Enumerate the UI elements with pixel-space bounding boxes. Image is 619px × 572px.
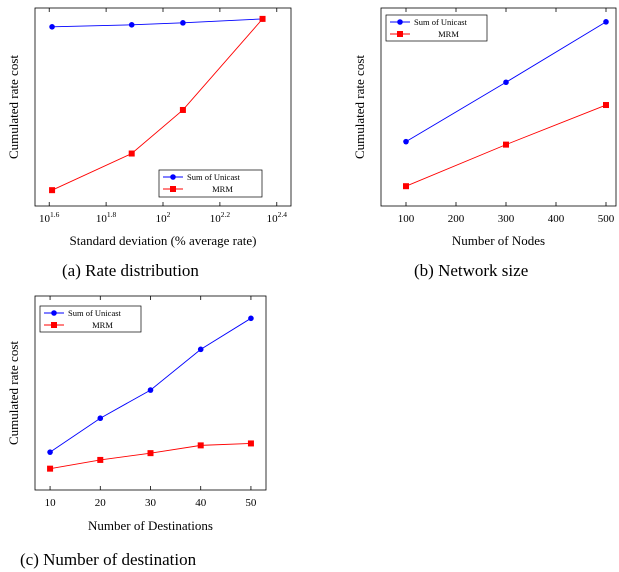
- x-tick-exponent: 1.8: [107, 210, 117, 219]
- data-point: [180, 20, 186, 26]
- plot-frame: [380, 7, 617, 207]
- x-tick-base: 10: [267, 213, 279, 225]
- data-point: [248, 315, 254, 322]
- data-point: [503, 79, 509, 86]
- data-point: [603, 102, 609, 109]
- legend-label: Sum of Unicast: [68, 308, 122, 318]
- x-tick-base: 10: [39, 213, 51, 225]
- x-tick-label: 400: [548, 213, 565, 225]
- data-point: [259, 15, 266, 22]
- chart-svg-number-of-destination: 10 20 30 40 50 Number of Destinations Cumulate…: [6, 295, 267, 533]
- x-tick-base: 10: [210, 213, 222, 225]
- data-point: [147, 387, 154, 393]
- caption-number-of-destination: (c) Number of destination: [20, 550, 197, 569]
- x-tick-base: 10: [96, 213, 108, 225]
- x-axis-title: Standard deviation (% average rate): [70, 233, 257, 248]
- data-point: [247, 440, 254, 447]
- x-tick-base: 10: [156, 213, 168, 225]
- x-tick-label: 200: [448, 213, 465, 225]
- series-sum-of-unicast: [49, 16, 266, 30]
- chart-svg-network-size: 100 200 300 400 500 Number of Nodes Cumulated …: [352, 7, 617, 248]
- legend-label: MRM: [438, 29, 459, 39]
- x-tick-exponent: 2.2: [221, 210, 231, 219]
- series-mrm: [47, 440, 254, 472]
- legend-marker: [51, 322, 57, 328]
- data-point: [503, 141, 509, 148]
- x-tick-exponent: 2.4: [278, 210, 288, 219]
- data-point: [403, 183, 409, 190]
- x-axis-title: Number of Destinations: [88, 518, 213, 533]
- legend-marker: [397, 31, 403, 37]
- legend-label: Sum of Unicast: [187, 172, 241, 182]
- caption-rate-distribution: (a) Rate distribution: [62, 261, 199, 280]
- x-tick-exponent: 2: [167, 210, 171, 219]
- series-line: [51, 18, 263, 191]
- data-point: [47, 449, 53, 455]
- y-axis-title: Cumulated rate cost: [352, 55, 367, 159]
- data-point: [603, 19, 609, 25]
- x-axis-title: Number of Nodes: [452, 233, 545, 248]
- data-point: [47, 465, 54, 472]
- data-point: [197, 442, 204, 449]
- data-point: [49, 24, 55, 30]
- legend-label: MRM: [212, 184, 233, 194]
- legend: Sum of Unicast MRM: [158, 169, 263, 198]
- series-mrm: [403, 102, 609, 190]
- data-point: [49, 187, 56, 194]
- data-point: [179, 106, 186, 113]
- x-tick-label: 102.4: [267, 210, 288, 225]
- series-sum-of-unicast: [403, 19, 609, 145]
- x-tick-label: 300: [498, 213, 515, 225]
- x-tick-label: 102: [156, 210, 171, 225]
- caption-network-size: (b) Network size: [414, 261, 529, 280]
- x-tick-label: 102.2: [210, 210, 231, 225]
- legend-marker: [170, 186, 176, 192]
- legend: Sum of Unicast MRM: [385, 14, 488, 42]
- data-point: [403, 138, 409, 145]
- x-tick-label: 10: [45, 497, 57, 509]
- legend-label: MRM: [92, 320, 113, 330]
- data-point: [197, 346, 204, 353]
- chart-panel-network-size: 100 200 300 400 500 Number of Nodes Cumulated …: [350, 0, 619, 263]
- y-axis-title: Cumulated rate cost: [6, 55, 21, 159]
- series-sum-of-unicast: [47, 315, 254, 455]
- x-tick-label: 50: [245, 497, 257, 509]
- legend-box: [158, 169, 263, 198]
- x-tick-label: 500: [598, 213, 615, 225]
- x-tick-label: 101.6: [39, 210, 60, 225]
- legend-label: Sum of Unicast: [414, 17, 468, 27]
- x-tick-label: 30: [145, 497, 157, 509]
- y-axis-title: Cumulated rate cost: [6, 341, 21, 445]
- chart-panel-number-of-destination: 10 20 30 40 50 Number of Destinations Cumulate…: [0, 290, 300, 543]
- series-mrm: [49, 15, 266, 194]
- x-tick-exponent: 1.6: [50, 210, 60, 219]
- series-line: [52, 18, 263, 28]
- series-line: [49, 317, 252, 453]
- legend-marker: [170, 174, 176, 180]
- data-point: [97, 456, 104, 463]
- legend-marker: [397, 19, 403, 25]
- legend: Sum of Unicast MRM: [39, 305, 142, 333]
- chart-panel-rate-distribution: 101.6 101.8 102 102.2 102.4 Standard deviatio…: [0, 0, 300, 263]
- data-point: [128, 150, 135, 157]
- data-point: [128, 22, 135, 28]
- x-tick-label: 101.8: [96, 210, 117, 225]
- legend-marker: [51, 310, 57, 316]
- data-point: [147, 450, 154, 457]
- data-point: [97, 415, 104, 422]
- x-tick-label: 40: [195, 497, 207, 509]
- x-tick-label: 100: [398, 213, 415, 225]
- x-tick-label: 20: [95, 497, 107, 509]
